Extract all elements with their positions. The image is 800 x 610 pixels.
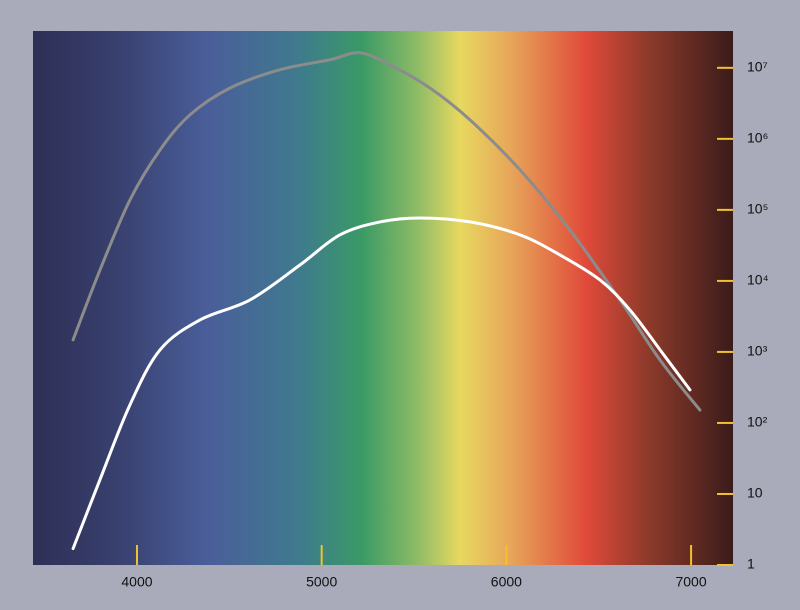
y-tick-label: 10⁵ — [747, 201, 768, 217]
y-tick-label: 10² — [747, 414, 768, 430]
spectrum-background — [33, 31, 733, 565]
y-tick-label: 10³ — [747, 343, 768, 359]
curve — [71, 216, 692, 551]
curve — [71, 51, 702, 412]
x-tick-label: 6000 — [491, 574, 522, 590]
y-tick-label: 10⁴ — [747, 272, 769, 288]
x-tick-label: 5000 — [306, 574, 337, 590]
y-tick-label: 10⁶ — [747, 130, 768, 146]
y-tick-label: 10 — [747, 485, 763, 501]
y-tick-label: 1 — [747, 556, 755, 572]
x-tick-label: 4000 — [121, 574, 152, 590]
y-tick-label: 10⁷ — [747, 59, 768, 75]
x-tick-label: 7000 — [675, 574, 706, 590]
